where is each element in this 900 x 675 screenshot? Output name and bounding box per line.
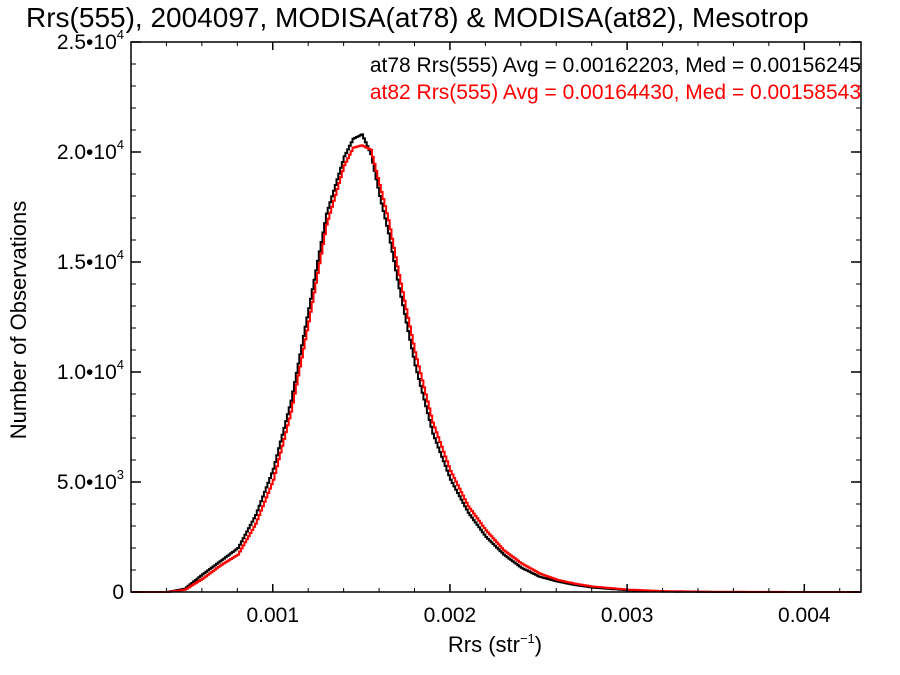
y-tick-label: 2.5•104 bbox=[57, 27, 124, 54]
x-axis-label-main: Rrs (str bbox=[448, 632, 520, 657]
x-axis-label: Rrs (str−1) bbox=[448, 631, 542, 657]
chart-title: Rrs(555), 2004097, MODISA(at78) & MODISA… bbox=[26, 2, 809, 33]
y-tick-label: 1.5•104 bbox=[57, 247, 124, 274]
annotation-text-2: at82 Rrs(555) Avg = 0.00164430, Med = 0.… bbox=[370, 81, 861, 104]
x-axis-label-sup: −1 bbox=[520, 631, 535, 646]
y-tick-label: 2.0•104 bbox=[57, 137, 124, 164]
series-layer bbox=[131, 133, 861, 593]
y-tick-label: 5.0•103 bbox=[57, 467, 124, 494]
y-axis-label: Number of Observations bbox=[6, 201, 31, 439]
y-tick-label: 0 bbox=[112, 581, 124, 604]
annotation-text-1: at78 Rrs(555) Avg = 0.00162203, Med = 0.… bbox=[370, 54, 861, 77]
x-tick-label: 0.003 bbox=[601, 604, 654, 627]
annotation-layer: at78 Rrs(555) Avg = 0.00162203, Med = 0.… bbox=[370, 54, 861, 104]
x-tick-label: 0.002 bbox=[424, 604, 477, 627]
tick-layer: 0.001 0.002 0.003 0.004 0 5.0•103 1.0•104 1.5•1… bbox=[57, 27, 861, 627]
x-axis-label-close: ) bbox=[535, 632, 542, 657]
series-line-at78 bbox=[131, 133, 861, 593]
plot-frame bbox=[130, 41, 862, 593]
y-tick-label: 1.0•104 bbox=[57, 357, 124, 384]
series-line-at82 bbox=[131, 144, 861, 593]
x-tick-label: 0.001 bbox=[246, 604, 299, 627]
x-tick-label: 0.004 bbox=[778, 604, 831, 627]
